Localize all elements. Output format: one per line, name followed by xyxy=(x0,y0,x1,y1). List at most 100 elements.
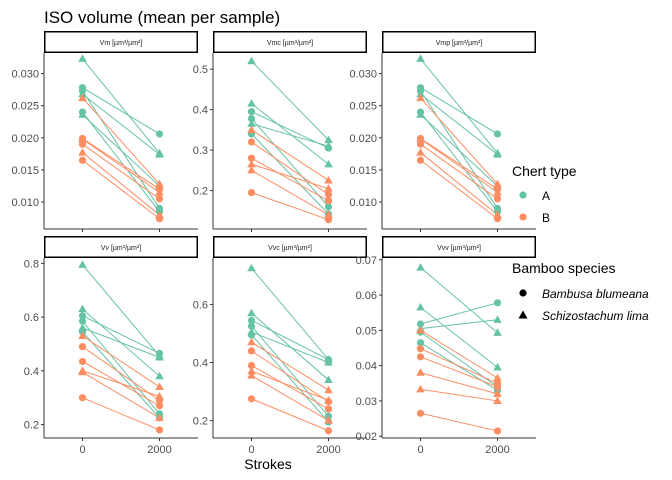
facet-2-point-triangle xyxy=(324,141,333,150)
facet-2-y-tick-label: 0.2 xyxy=(193,186,208,198)
facet-5-series-line xyxy=(251,331,329,363)
facet-5-series-line xyxy=(251,312,329,381)
facet-2-series-line xyxy=(251,169,329,216)
facet-1-point-triangle xyxy=(155,179,164,188)
facet-4-y-tick-label: 0.6 xyxy=(24,312,39,324)
facet-4-series-line xyxy=(82,327,160,358)
facet-2-series-line xyxy=(251,118,329,208)
facet-6-y-tick-label: 0.06 xyxy=(356,290,377,302)
facet-6-point-circle xyxy=(493,299,502,307)
facet-5-series-line xyxy=(251,370,329,401)
facet-5-x-tick-label: 2000 xyxy=(316,444,340,456)
facet-6-point-triangle xyxy=(493,328,502,336)
facet-3-series-line xyxy=(420,97,498,185)
facet-1-point-circle xyxy=(155,130,164,138)
facet-1-point-circle xyxy=(78,140,87,148)
facet-5-point-triangle xyxy=(247,337,256,346)
facet-5-series-line xyxy=(251,267,329,360)
facet-3-series-line xyxy=(420,159,498,220)
facet-5-y-tick-label: 0.6 xyxy=(193,299,208,311)
facet-6-series-line xyxy=(420,302,498,325)
legend-species-title: Bamboo species xyxy=(512,260,616,276)
facet-3-point-circle xyxy=(493,130,502,138)
facet-4-point-triangle xyxy=(155,353,164,361)
facet-6-y-tick-label: 0.02 xyxy=(356,431,377,443)
facet-5-point-triangle xyxy=(247,366,256,375)
facet-6-point-triangle xyxy=(416,368,425,376)
facet-6-point-triangle xyxy=(493,389,502,397)
facet-4-series-line xyxy=(82,264,160,357)
facet-1-point-triangle xyxy=(155,210,164,218)
facet-3-point-triangle xyxy=(416,134,425,143)
facet-6-y-tick-label: 0.04 xyxy=(356,361,377,373)
facet-3-y-tick-label: 0.015 xyxy=(349,165,377,177)
facet-5-point-triangle xyxy=(324,385,333,394)
facet-5-point-triangle xyxy=(324,416,333,424)
facet-6-y-tick-label: 0.03 xyxy=(356,396,377,408)
facet-4-series-line xyxy=(82,331,160,419)
facet-5-point-triangle xyxy=(247,263,256,272)
facet-6-series-line xyxy=(420,388,498,402)
facet-1-series-line xyxy=(82,97,160,185)
facet-1-series-line xyxy=(82,114,160,187)
facet-3-series-line xyxy=(420,152,498,216)
facet-5-strip-label: Vvc [µm³/µm²] xyxy=(268,245,312,252)
facet-4-y-tick-label: 0.8 xyxy=(24,258,39,270)
facet-5-series-line xyxy=(251,375,329,422)
facet-1-point-triangle xyxy=(155,150,164,158)
facet-5-point-circle xyxy=(247,316,256,325)
facet-1-strip-label: Vm [µm³/µm²] xyxy=(100,40,143,47)
chart-title: ISO volume (mean per sample) xyxy=(44,8,280,27)
facet-5-point-circle xyxy=(247,361,256,370)
facet-1-series-line xyxy=(82,143,160,200)
facet-6-y-tick-label: 0.07 xyxy=(356,255,377,267)
facet-1-y-tick-label: 0.025 xyxy=(11,101,39,113)
facet-6-series-line xyxy=(420,267,498,334)
facet-3-point-circle xyxy=(416,140,425,148)
facet-2-point-circle xyxy=(324,191,333,199)
facet-2-point-triangle xyxy=(247,56,256,65)
facet-6-point-triangle xyxy=(493,396,502,405)
facet-4-x-tick-label: 2000 xyxy=(147,444,171,456)
facet-2-strip-label: Vmc [µm³/µm²] xyxy=(267,40,313,47)
facet-1-series-line xyxy=(82,93,160,155)
facet-1-point-triangle xyxy=(78,148,87,156)
facet-3-point-triangle xyxy=(493,150,502,158)
facet-2-series-line xyxy=(251,123,329,147)
facet-2-point-triangle xyxy=(247,119,256,127)
facet-6-point-circle xyxy=(493,383,502,391)
facet-2-point-triangle xyxy=(324,176,333,184)
facet-1-point-circle xyxy=(155,195,164,203)
facet-2-point-triangle xyxy=(324,184,333,192)
legend-chert-title: Chert type xyxy=(512,163,577,179)
facet-4-point-triangle xyxy=(78,323,87,331)
facet-1-series-line xyxy=(82,58,160,154)
facet-1-y-tick-label: 0.010 xyxy=(11,197,39,209)
facet-4-point-circle xyxy=(155,402,164,410)
facet-5: Vvc [µm³/µm²] 0.2 0.4 0.6 0 2000 xyxy=(193,236,367,456)
facet-2-y-tick-label: 0.5 xyxy=(193,64,208,76)
facet-5-y-tick-label: 0.2 xyxy=(193,416,208,428)
facet-5-point-triangle xyxy=(247,327,256,336)
facet-3-point-triangle xyxy=(416,93,425,102)
facet-3-point-triangle xyxy=(416,110,425,118)
facet-6-point-circle xyxy=(416,339,425,347)
facet-3-point-triangle xyxy=(493,210,502,218)
facet-4-series-line xyxy=(82,335,160,388)
facet-6-point-triangle xyxy=(493,373,502,382)
legend: Chert type A B Bamboo species Bambusa bl… xyxy=(512,163,649,323)
facet-2-series-line xyxy=(251,157,329,202)
facet-6-point-triangle xyxy=(416,325,425,334)
facet-6-x-tick-label: 2000 xyxy=(485,444,509,456)
facet-1-strip-box xyxy=(44,31,198,53)
facet-2-point-triangle xyxy=(247,99,256,107)
facet-5-strip-box xyxy=(213,236,367,258)
facet-4-point-triangle xyxy=(78,367,87,376)
facet-2-y-tick-label: 0.4 xyxy=(193,105,208,117)
facet-6-point-circle xyxy=(416,345,425,353)
facet-6-series-line xyxy=(420,372,498,395)
facet-3-point-triangle xyxy=(493,179,502,188)
facet-3: Vmp [µm³/µm²] 0.010 0.015 0.020 0.025 0.030 xyxy=(349,31,536,232)
facet-2-point-triangle xyxy=(247,125,256,133)
